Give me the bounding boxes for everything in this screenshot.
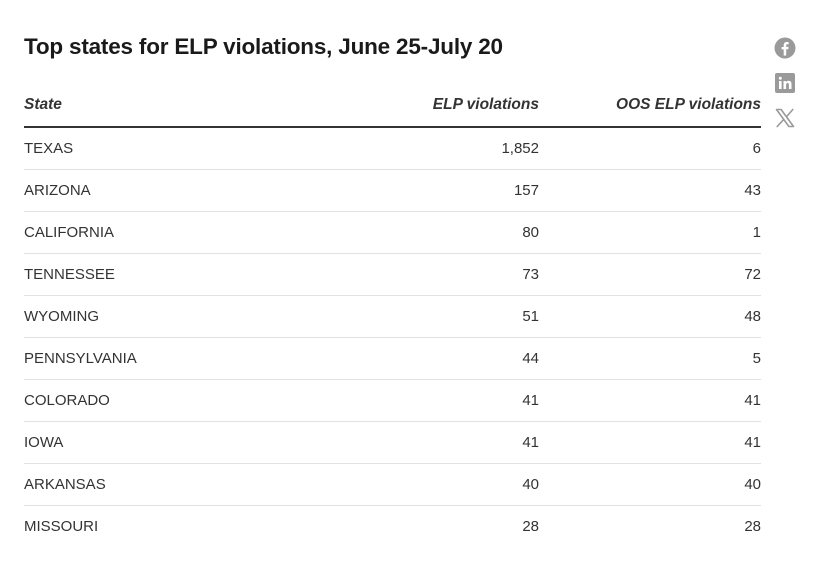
cell-elp-violations: 80: [339, 211, 539, 254]
cell-elp-violations: 51: [339, 295, 539, 338]
linkedin-icon[interactable]: [773, 71, 797, 95]
table-row: TEXAS 1,852 6: [24, 127, 761, 170]
cell-state: PENNSYLVANIA: [24, 337, 339, 380]
cell-elp-violations: 1,852: [339, 127, 539, 170]
cell-oos-elp-violations: 72: [539, 253, 761, 296]
cell-elp-violations: 41: [339, 421, 539, 464]
cell-oos-elp-violations: 41: [539, 379, 761, 422]
table-row: ARKANSAS 40 40: [24, 463, 761, 506]
chart-title: Top states for ELP violations, June 25-J…: [24, 34, 503, 59]
cell-elp-violations: 28: [522, 518, 539, 535]
cell-state: CALIFORNIA: [24, 211, 339, 254]
column-header-oos-elp-violations: OOS ELP violations: [539, 84, 761, 128]
cell-elp-violations: 73: [339, 253, 539, 296]
table-row: TENNESSEE 73 72: [24, 253, 761, 296]
table-row: MISSOURI 28 28: [24, 506, 761, 548]
cell-state: COLORADO: [24, 379, 339, 422]
cell-oos-elp-violations: 5: [539, 337, 761, 380]
table-row: PENNSYLVANIA 44 5: [24, 337, 761, 380]
table-row: COLORADO 41 41: [24, 379, 761, 422]
cell-elp-violations: 40: [339, 463, 539, 506]
cell-oos-elp-violations: 6: [539, 127, 761, 170]
table-row: CALIFORNIA 80 1: [24, 211, 761, 254]
cell-state: TEXAS: [24, 127, 339, 170]
cell-oos-elp-violations: 28: [744, 518, 761, 535]
cell-oos-elp-violations: 48: [539, 295, 761, 338]
cell-oos-elp-violations: 40: [539, 463, 761, 506]
table-row: WYOMING 51 48: [24, 295, 761, 338]
cell-elp-violations: 44: [339, 337, 539, 380]
cell-state: MISSOURI: [24, 518, 99, 535]
column-header-elp-violations: ELP violations: [339, 84, 539, 128]
cell-elp-violations: 157: [339, 169, 539, 212]
x-icon[interactable]: [773, 106, 797, 130]
table-row: IOWA 41 41: [24, 421, 761, 464]
cell-oos-elp-violations: 1: [539, 211, 761, 254]
column-header-state: State: [24, 84, 339, 128]
cell-oos-elp-violations: 41: [539, 421, 761, 464]
cell-state: WYOMING: [24, 295, 339, 338]
cell-elp-violations: 41: [339, 379, 539, 422]
facebook-icon[interactable]: [773, 36, 797, 60]
table-row: ARIZONA 157 43: [24, 169, 761, 212]
cell-state: ARKANSAS: [24, 463, 339, 506]
cell-state: ARIZONA: [24, 169, 339, 212]
cell-state: IOWA: [24, 421, 339, 464]
cell-oos-elp-violations: 43: [539, 169, 761, 212]
table-body: TEXAS 1,852 6 ARIZONA 157 43 CALIFORNIA 80 1 TENN…: [24, 127, 761, 547]
cell-state: TENNESSEE: [24, 253, 339, 296]
violations-table: State ELP violations OOS ELP violations …: [24, 84, 761, 547]
table-header-row: State ELP violations OOS ELP violations: [24, 84, 761, 128]
